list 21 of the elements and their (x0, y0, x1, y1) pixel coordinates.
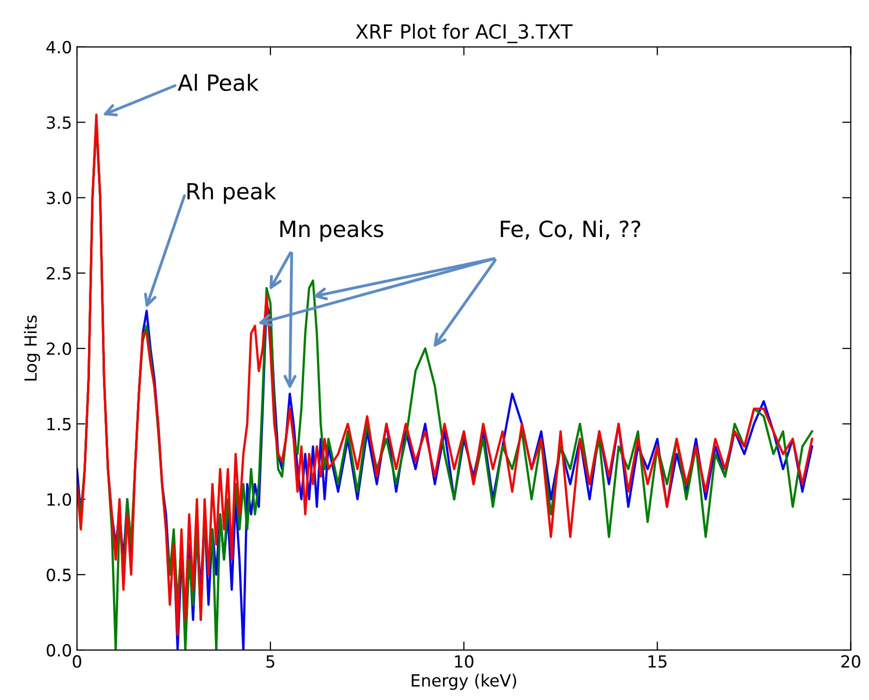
y-tick-label: 0.5 (46, 568, 71, 582)
y-tick-label: 2.0 (46, 342, 72, 356)
annotation: Rh peak (188, 182, 276, 204)
x-tick-label: 15 (648, 655, 666, 668)
annotation: Mn peaks (280, 220, 384, 242)
y-tick-label: 3.0 (46, 192, 72, 204)
x-tick-label: 10 (455, 655, 474, 668)
y-tick-label: 1.5 (47, 418, 71, 430)
x-tick-label: 20 (841, 655, 860, 668)
y-tick-label: 0.0 (46, 644, 72, 657)
y-tick-label: 2.5 (46, 267, 71, 280)
x-tick-label: 0 (72, 655, 82, 668)
y-tick-label: 1.0 (47, 493, 72, 506)
annotation: Fe, Co, Ni, ?? (500, 220, 640, 240)
y-tick-label: 3.5 (46, 116, 71, 129)
chart-title: XRF Plot for ACI_3.TXT (356, 24, 573, 44)
annotation: Al Peak (178, 74, 259, 92)
x-axis-title: Energy (keV) (412, 674, 516, 690)
x-tick-label: 5 (266, 655, 274, 668)
y-tick-label: 4.0 (46, 40, 72, 54)
y-axis-title: Log Hits (24, 316, 40, 381)
